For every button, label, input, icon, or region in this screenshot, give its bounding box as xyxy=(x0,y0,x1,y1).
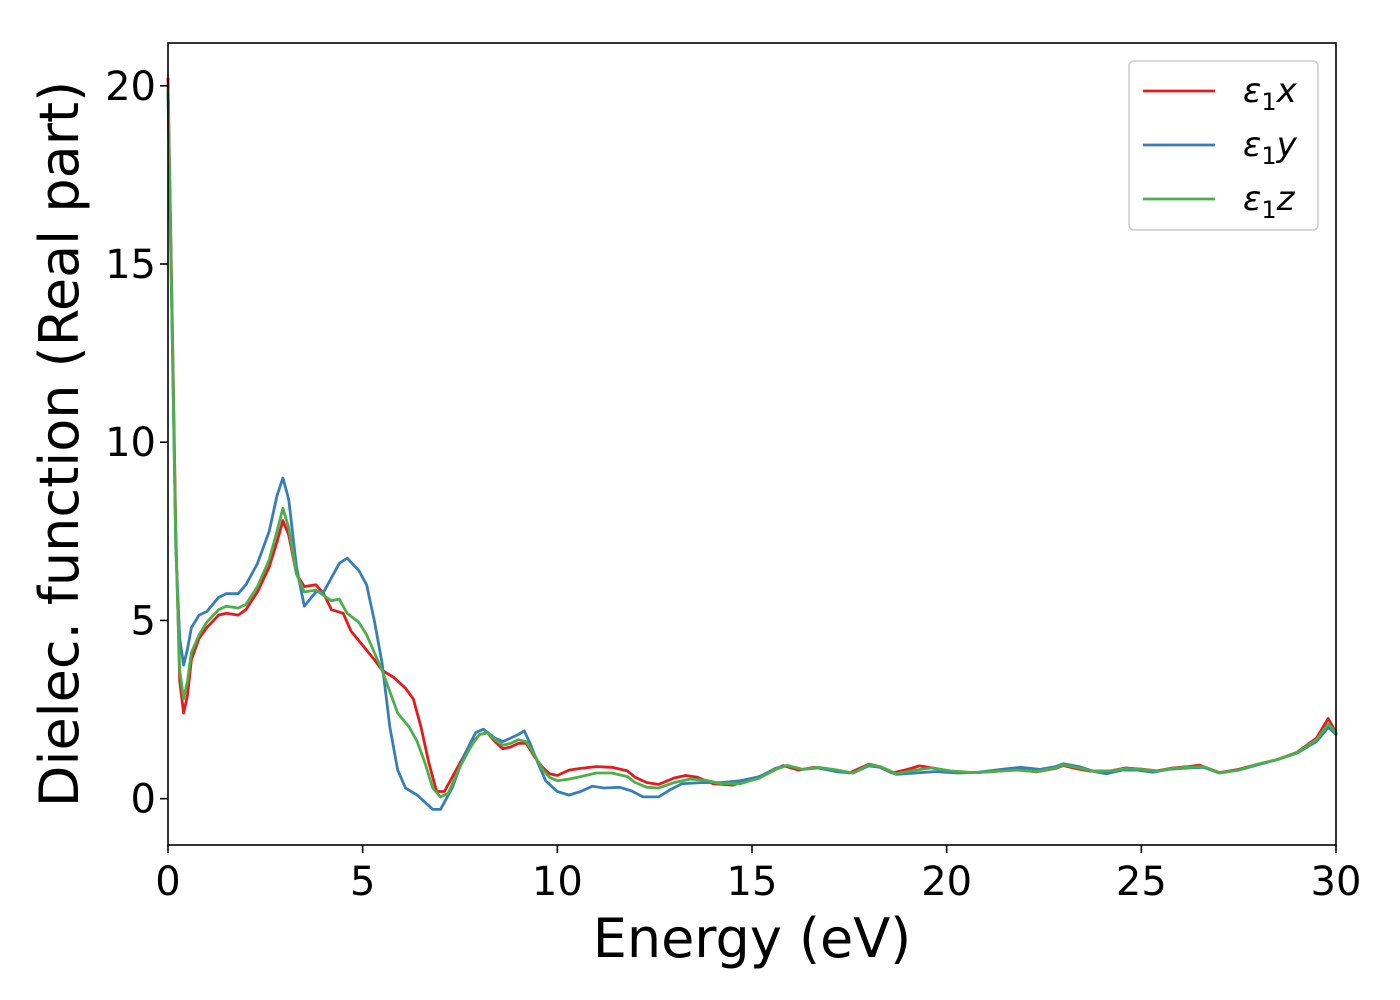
y-tick-label: 10 xyxy=(105,420,156,466)
x-tick-label: 10 xyxy=(532,859,583,905)
x-tick-label: 0 xyxy=(155,859,180,905)
x-axis: 0 5 10 15 20 25 30 xyxy=(155,845,1361,905)
y-tick-label: 15 xyxy=(105,242,156,288)
y-axis-title: Dielec. function (Real part) xyxy=(28,81,91,807)
x-tick-label: 30 xyxy=(1311,859,1362,905)
legend-label-y: ε1y xyxy=(1243,125,1298,170)
legend-label-z: ε1z xyxy=(1243,179,1296,224)
y-tick-label: 20 xyxy=(105,64,156,110)
legend-box xyxy=(1128,60,1319,231)
legend: ε1x ε1y ε1z xyxy=(1128,60,1319,231)
x-tick-label: 20 xyxy=(921,859,972,905)
x-axis-title: Energy (eV) xyxy=(593,907,912,970)
series-line-z xyxy=(166,87,1338,799)
x-tick-label: 25 xyxy=(1116,859,1167,905)
y-tick-label: 0 xyxy=(131,777,156,823)
x-tick-label: 5 xyxy=(350,859,375,905)
y-axis: 0 5 10 15 20 xyxy=(105,64,168,823)
series-layer xyxy=(166,77,1338,811)
legend-label-x: ε1x xyxy=(1243,71,1298,116)
x-tick-label: 15 xyxy=(727,859,778,905)
y-tick-label: 5 xyxy=(131,598,156,644)
